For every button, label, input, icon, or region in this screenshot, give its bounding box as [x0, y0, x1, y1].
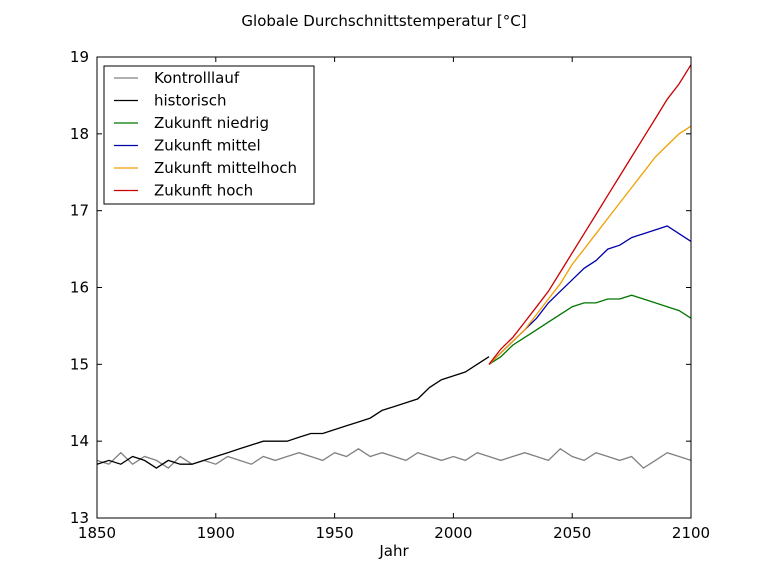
y-tick-label: 18	[70, 125, 89, 143]
x-tick-label: 2100	[672, 524, 710, 542]
series-line-zukunft-hoch	[488, 64, 692, 365]
legend: Kontrolllauf historisch Zukunft niedrig Zuk…	[103, 65, 315, 205]
chart-title: Globale Durchschnittstemperatur [°C]	[241, 12, 526, 30]
x-tick-label: 1900	[197, 524, 235, 542]
x-axis-label: Jahr	[378, 542, 409, 560]
y-tick-label: 13	[70, 509, 89, 527]
legend-label: Zukunft hoch	[154, 182, 253, 200]
legend-label: historisch	[154, 92, 226, 110]
legend-label: Kontrolllauf	[154, 69, 240, 87]
legend-label: Zukunft niedrig	[154, 114, 269, 132]
series-line-kontrolllauf	[96, 447, 692, 469]
x-tick-label: 2050	[553, 524, 591, 542]
series-line-historisch	[96, 356, 490, 469]
series-line-zukunft-mittel	[488, 225, 692, 365]
legend-label: Zukunft mittel	[154, 137, 261, 155]
x-tick-label: 1950	[316, 524, 354, 542]
y-tick-label: 15	[70, 355, 89, 373]
y-tick-label: 16	[70, 279, 89, 297]
series-line-zukunft-mittelhoch	[488, 125, 692, 365]
x-tick-label: 1850	[78, 524, 116, 542]
y-tick-label: 17	[70, 202, 89, 220]
x-tick-label: 2000	[434, 524, 472, 542]
legend-label: Zukunft mittelhoch	[154, 159, 297, 177]
y-tick-label: 19	[70, 48, 89, 66]
y-tick-label: 14	[70, 432, 89, 450]
series-line-zukunft-niedrig	[488, 294, 692, 365]
legend-box	[103, 65, 315, 205]
